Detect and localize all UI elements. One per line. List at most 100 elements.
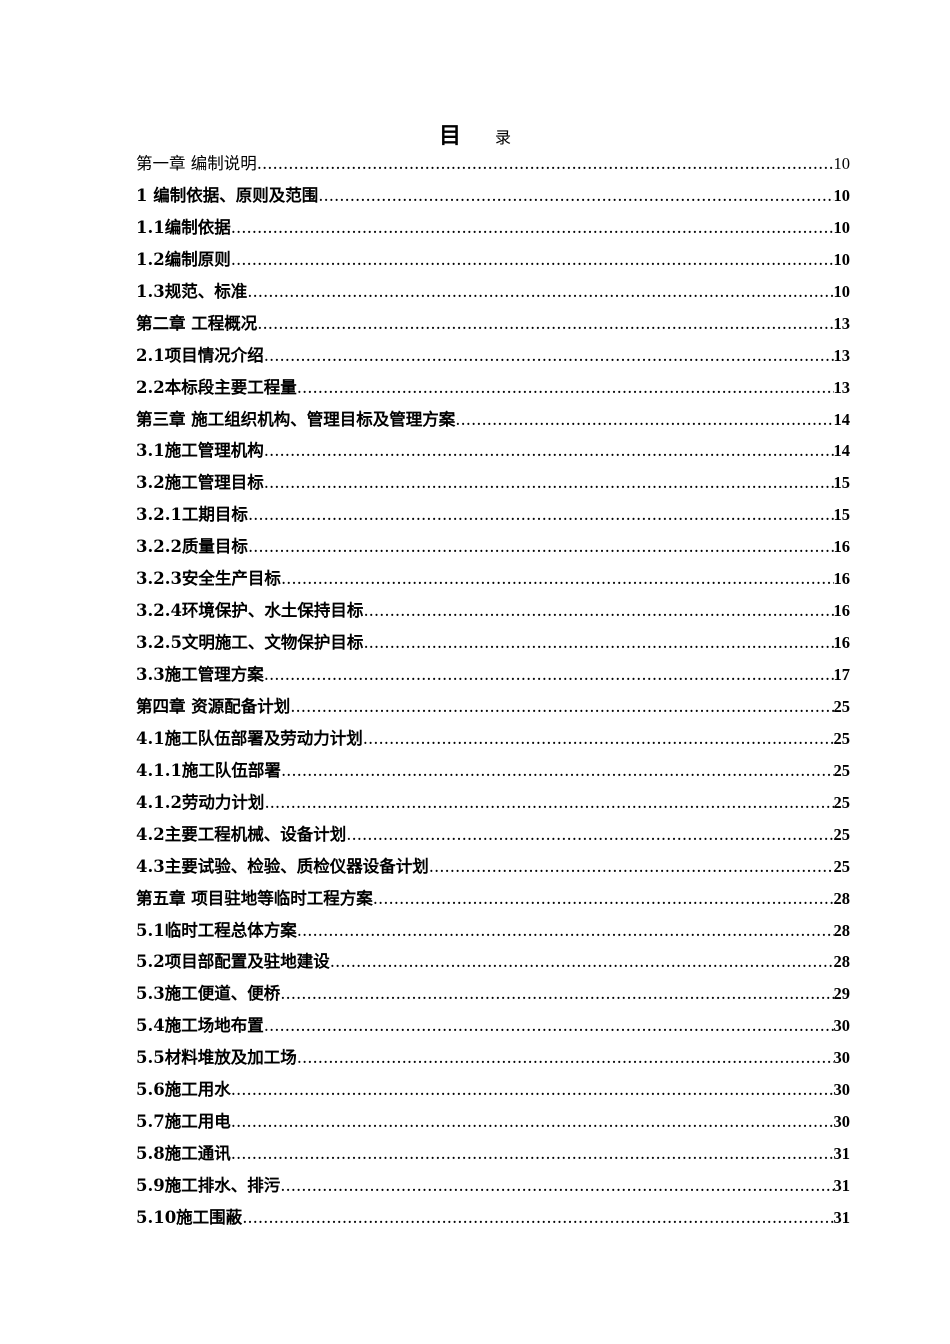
toc-entry-label: 第三章 施工组织机构、管理目标及管理方案 bbox=[136, 409, 456, 429]
toc-leader-dots bbox=[373, 889, 834, 908]
toc-entry-page: 10 bbox=[833, 154, 851, 173]
toc-entry[interactable]: 4.1.2劳动力计划 25 bbox=[136, 789, 850, 821]
toc-entry[interactable]: 1 编制依据、原则及范围 10 bbox=[136, 182, 850, 214]
toc-entry[interactable]: 5.8施工通讯 31 bbox=[136, 1140, 850, 1172]
toc-entry-page: 30 bbox=[833, 1016, 851, 1036]
toc-entry-page: 15 bbox=[833, 473, 851, 493]
toc-leader-dots bbox=[297, 378, 834, 397]
toc-leader-dots bbox=[429, 857, 834, 876]
toc-entry-page: 30 bbox=[833, 1048, 851, 1068]
toc-entry-label: 1.3规范、标准 bbox=[136, 281, 248, 301]
toc-entry-label: 4.1.1施工队伍部署 bbox=[136, 760, 281, 780]
toc-entry-page: 30 bbox=[833, 1112, 851, 1132]
toc-entry-page: 17 bbox=[833, 665, 851, 684]
toc-entry[interactable]: 3.2.4环境保护、水土保持目标 16 bbox=[136, 597, 850, 629]
toc-entry[interactable]: 1.2编制原则 10 bbox=[136, 246, 850, 278]
toc-entry[interactable]: 3.1施工管理机构 14 bbox=[136, 437, 850, 469]
toc-entry[interactable]: 5.5材料堆放及加工场 30 bbox=[136, 1044, 850, 1076]
toc-entry-label: 2.2本标段主要工程量 bbox=[136, 377, 297, 397]
toc-entry[interactable]: 第四章 资源配备计划 25 bbox=[136, 693, 850, 725]
toc-entry-label: 3.2.5文明施工、文物保护目标 bbox=[136, 633, 364, 653]
toc-entry-page: 28 bbox=[833, 920, 851, 940]
toc-leader-dots bbox=[297, 921, 834, 940]
toc-entry-page: 31 bbox=[833, 1176, 851, 1195]
toc-leader-dots bbox=[264, 473, 834, 492]
toc-leader-dots bbox=[280, 1176, 833, 1195]
toc-entry-page: 25 bbox=[833, 856, 851, 876]
toc-entry[interactable]: 3.2.5文明施工、文物保护目标 16 bbox=[136, 629, 850, 661]
toc-entry[interactable]: 4.3主要试验、检验、质检仪器设备计划 25 bbox=[136, 853, 850, 885]
toc-entry-label: 5.2项目部配置及驻地建设 bbox=[136, 952, 330, 972]
toc-leader-dots bbox=[290, 697, 833, 716]
toc-entry[interactable]: 第五章 项目驻地等临时工程方案 28 bbox=[136, 885, 850, 917]
table-of-contents: 第一章 编制说明101 编制依据、原则及范围101.1编制依据101.2编制原则… bbox=[136, 150, 850, 1236]
toc-entry[interactable]: 3.2.3安全生产目标 16 bbox=[136, 565, 850, 597]
toc-entry-page: 30 bbox=[833, 1080, 851, 1100]
toc-entry[interactable]: 3.3施工管理方案 17 bbox=[136, 661, 850, 693]
toc-leader-dots bbox=[247, 282, 833, 301]
toc-title-main: 目 bbox=[438, 123, 461, 149]
toc-leader-dots bbox=[363, 633, 833, 652]
toc-entry-page: 14 bbox=[833, 441, 851, 461]
toc-entry-page: 25 bbox=[833, 792, 851, 812]
toc-entry[interactable]: 5.10施工围蔽 31 bbox=[136, 1204, 850, 1236]
toc-entry[interactable]: 2.2本标段主要工程量 13 bbox=[136, 374, 850, 406]
toc-leader-dots bbox=[231, 218, 834, 237]
toc-entry-label: 1 编制依据、原则及范围 bbox=[136, 185, 319, 205]
toc-entry-page: 10 bbox=[833, 281, 851, 301]
toc-entry[interactable]: 1.3规范、标准 10 bbox=[136, 278, 850, 310]
toc-entry-page: 13 bbox=[833, 345, 851, 365]
toc-entry-label: 4.3主要试验、检验、质检仪器设备计划 bbox=[136, 856, 429, 876]
toc-entry[interactable]: 5.7施工用电 30 bbox=[136, 1108, 850, 1140]
toc-entry-page: 25 bbox=[833, 728, 851, 748]
toc-entry-label: 4.2主要工程机械、设备计划 bbox=[136, 824, 347, 844]
toc-entry-label: 5.6施工用水 bbox=[136, 1080, 231, 1100]
toc-entry[interactable]: 4.1施工队伍部署及劳动力计划 25 bbox=[136, 725, 850, 757]
toc-entry-page: 13 bbox=[833, 377, 851, 397]
toc-entry-label: 第五章 项目驻地等临时工程方案 bbox=[136, 888, 373, 908]
toc-entry-label: 5.5材料堆放及加工场 bbox=[136, 1048, 297, 1068]
toc-entry-label: 4.1.2劳动力计划 bbox=[136, 792, 265, 812]
toc-entry-page: 28 bbox=[833, 888, 851, 908]
toc-entry-page: 10 bbox=[833, 217, 851, 237]
toc-entry[interactable]: 3.2.2质量目标 16 bbox=[136, 533, 850, 565]
toc-leader-dots bbox=[330, 952, 834, 971]
toc-entry[interactable]: 5.4施工场地布置 30 bbox=[136, 1012, 850, 1044]
toc-entry-page: 13 bbox=[833, 313, 851, 333]
toc-entry[interactable]: 5.3施工便道、便桥 29 bbox=[136, 980, 850, 1012]
toc-entry-page: 10 bbox=[833, 249, 851, 269]
toc-leader-dots bbox=[281, 761, 834, 780]
toc-entry[interactable]: 5.9施工排水、排污 31 bbox=[136, 1172, 850, 1204]
toc-entry[interactable]: 2.1项目情况介绍 13 bbox=[136, 342, 850, 374]
toc-entry[interactable]: 1.1编制依据 10 bbox=[136, 214, 850, 246]
toc-entry-label: 1.1编制依据 bbox=[136, 217, 231, 237]
toc-entry[interactable]: 4.1.1施工队伍部署 25 bbox=[136, 757, 850, 789]
toc-leader-dots bbox=[264, 1016, 834, 1035]
toc-entry[interactable]: 5.2项目部配置及驻地建设 28 bbox=[136, 948, 850, 980]
toc-leader-dots bbox=[455, 410, 833, 429]
toc-entry-label: 5.3施工便道、便桥 bbox=[136, 984, 281, 1004]
toc-entry-page: 25 bbox=[833, 824, 851, 844]
toc-entry-page: 16 bbox=[833, 569, 851, 589]
toc-entry[interactable]: 3.2施工管理目标 15 bbox=[136, 469, 850, 501]
toc-entry[interactable]: 3.2.1工期目标 15 bbox=[136, 501, 850, 533]
toc-leader-dots bbox=[231, 1112, 834, 1131]
toc-entry[interactable]: 5.1临时工程总体方案 28 bbox=[136, 917, 850, 949]
toc-leader-dots bbox=[264, 665, 834, 684]
toc-entry-page: 29 bbox=[833, 984, 851, 1004]
toc-entry-label: 1.2编制原则 bbox=[136, 249, 231, 269]
toc-entry[interactable]: 5.6施工用水 30 bbox=[136, 1076, 850, 1108]
toc-leader-dots bbox=[280, 984, 833, 1003]
toc-entry[interactable]: 4.2主要工程机械、设备计划 25 bbox=[136, 821, 850, 853]
toc-leader-dots bbox=[281, 569, 834, 588]
toc-leader-dots bbox=[231, 1080, 834, 1099]
toc-entry[interactable]: 第一章 编制说明 10 bbox=[136, 150, 850, 182]
toc-leader-dots bbox=[231, 1144, 834, 1163]
toc-entry[interactable]: 第二章 工程概况 13 bbox=[136, 310, 850, 342]
toc-entry-label: 5.1临时工程总体方案 bbox=[136, 920, 297, 940]
toc-entry-label: 3.1施工管理机构 bbox=[136, 441, 264, 461]
toc-entry-page: 16 bbox=[833, 601, 851, 621]
toc-leader-dots bbox=[346, 825, 833, 844]
toc-entry[interactable]: 第三章 施工组织机构、管理目标及管理方案 14 bbox=[136, 406, 850, 438]
toc-entry-label: 3.3施工管理方案 bbox=[136, 665, 264, 684]
